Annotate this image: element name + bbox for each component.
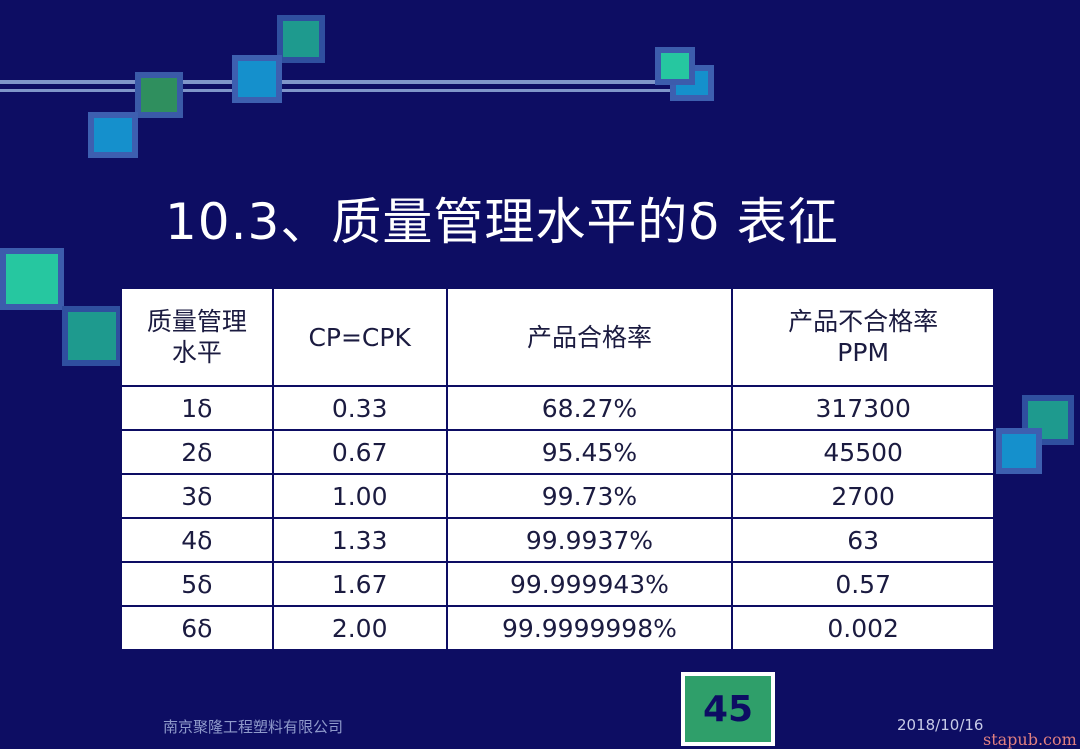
cell-cp: 2.00 bbox=[271, 605, 448, 651]
decorative-square bbox=[277, 15, 325, 63]
decorative-square bbox=[0, 248, 64, 310]
footer-date: 2018/10/16 bbox=[897, 716, 984, 734]
page-title: 10.3、质量管理水平的δ 表征 bbox=[165, 193, 839, 251]
decorative-square bbox=[996, 428, 1042, 474]
cell-yield: 95.45% bbox=[445, 429, 734, 475]
decorative-square bbox=[135, 72, 183, 118]
cell-level: 4δ bbox=[120, 517, 274, 563]
watermark: stapub.com bbox=[983, 730, 1077, 749]
table-row: 3δ 1.00 99.73% 2700 bbox=[120, 473, 995, 519]
sigma-level-table: 质量管理 水平 CP=CPK 产品合格率 产品不合格率 PPM 1δ 0.33 … bbox=[120, 287, 995, 651]
page-number-badge: 45 bbox=[681, 672, 775, 746]
footer-company-name: 南京聚隆工程塑料有限公司 bbox=[163, 718, 344, 736]
cell-yield: 99.9937% bbox=[445, 517, 734, 563]
cell-ppm: 2700 bbox=[731, 473, 995, 519]
header-cp-cpk: CP=CPK bbox=[271, 287, 448, 387]
cell-ppm: 45500 bbox=[731, 429, 995, 475]
table-row: 5δ 1.67 99.999943% 0.57 bbox=[120, 561, 995, 607]
cell-yield: 99.73% bbox=[445, 473, 734, 519]
decorative-line-top-2 bbox=[0, 89, 700, 92]
cell-cp: 1.33 bbox=[271, 517, 448, 563]
table-header-row: 质量管理 水平 CP=CPK 产品合格率 产品不合格率 PPM bbox=[120, 287, 995, 387]
cell-cp: 1.67 bbox=[271, 561, 448, 607]
cell-cp: 0.33 bbox=[271, 385, 448, 431]
table-row: 1δ 0.33 68.27% 317300 bbox=[120, 385, 995, 431]
cell-ppm: 0.002 bbox=[731, 605, 995, 651]
cell-ppm: 63 bbox=[731, 517, 995, 563]
cell-yield: 68.27% bbox=[445, 385, 734, 431]
decorative-square bbox=[88, 112, 138, 158]
decorative-square bbox=[62, 306, 122, 366]
header-quality-level: 质量管理 水平 bbox=[120, 287, 274, 387]
cell-level: 5δ bbox=[120, 561, 274, 607]
cell-cp: 0.67 bbox=[271, 429, 448, 475]
cell-level: 2δ bbox=[120, 429, 274, 475]
cell-level: 3δ bbox=[120, 473, 274, 519]
decorative-line-top bbox=[0, 80, 700, 84]
decorative-square bbox=[655, 47, 695, 85]
cell-cp: 1.00 bbox=[271, 473, 448, 519]
cell-level: 1δ bbox=[120, 385, 274, 431]
decorative-square bbox=[232, 55, 282, 103]
header-yield-rate: 产品合格率 bbox=[445, 287, 734, 387]
cell-ppm: 0.57 bbox=[731, 561, 995, 607]
table-row: 2δ 0.67 95.45% 45500 bbox=[120, 429, 995, 475]
header-defect-rate-ppm: 产品不合格率 PPM bbox=[731, 287, 995, 387]
table-row: 4δ 1.33 99.9937% 63 bbox=[120, 517, 995, 563]
cell-level: 6δ bbox=[120, 605, 274, 651]
cell-ppm: 317300 bbox=[731, 385, 995, 431]
cell-yield: 99.999943% bbox=[445, 561, 734, 607]
table-row: 6δ 2.00 99.9999998% 0.002 bbox=[120, 605, 995, 651]
cell-yield: 99.9999998% bbox=[445, 605, 734, 651]
